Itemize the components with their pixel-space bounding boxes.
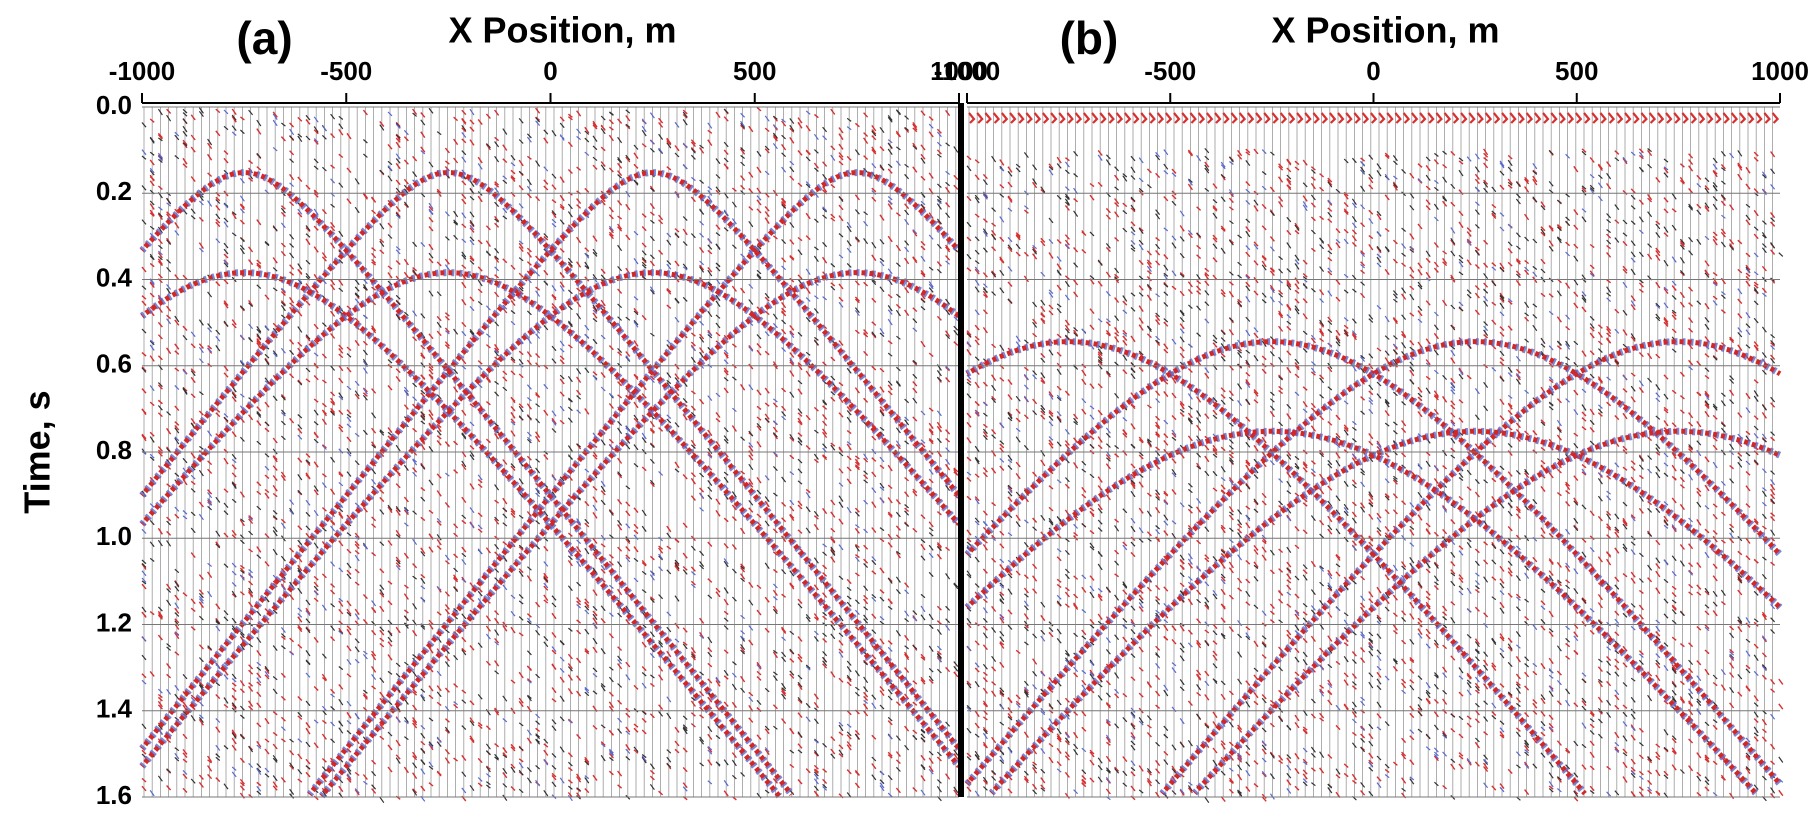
x-tick-label: 500	[733, 56, 776, 86]
x-tick-label: -1000	[934, 56, 1001, 86]
event	[1195, 431, 1780, 793]
x-tick-label: 500	[1555, 56, 1598, 86]
noise	[142, 108, 958, 802]
y-tick-label: 1.6	[96, 780, 132, 810]
event	[310, 173, 960, 795]
event	[142, 173, 959, 749]
panel-title: (b)	[1060, 12, 1119, 64]
figure: 0.0 0.2 0.4 0.6 0.8 1.0 1.2 1.4 1.6 -1000 -500 0 500…	[0, 0, 1816, 817]
noise	[967, 148, 1783, 802]
y-axis-title: Time, s	[17, 390, 58, 513]
y-tick-label: 1.0	[96, 521, 132, 551]
event	[142, 173, 792, 795]
y-tick-label: 0.4	[96, 262, 133, 292]
event	[322, 273, 959, 797]
event	[967, 342, 1585, 794]
x-tick-label: -500	[320, 56, 372, 86]
event	[142, 173, 959, 749]
x-tick-label: 0	[543, 56, 557, 86]
event	[142, 173, 792, 795]
x-axis-title: X Position, m	[448, 10, 676, 51]
event	[967, 342, 1585, 794]
panel	[967, 107, 1783, 803]
event	[322, 273, 959, 797]
surface-band	[969, 113, 1778, 123]
x-axis-title: X Position, m	[1271, 10, 1499, 51]
y-tick-label: 1.4	[96, 694, 133, 724]
noise	[142, 108, 958, 803]
event	[142, 173, 959, 749]
event	[1195, 431, 1780, 793]
event	[142, 273, 779, 797]
x-tick-label: 0	[1366, 56, 1380, 86]
noise	[967, 150, 1783, 800]
y-tick-label: 0.0	[96, 90, 132, 120]
y-tick-label: 0.6	[96, 349, 132, 379]
noise	[967, 149, 1783, 802]
event	[142, 173, 959, 749]
x-tick-label: -1000	[109, 56, 176, 86]
separator	[958, 103, 964, 797]
event	[142, 273, 779, 797]
y-tick-label: 0.2	[96, 176, 132, 206]
panel	[142, 107, 959, 803]
panel-title: (a)	[236, 12, 292, 64]
x-tick-label: 1000	[1751, 56, 1809, 86]
x-tick-label: -500	[1144, 56, 1196, 86]
y-tick-label: 1.2	[96, 607, 132, 637]
y-tick-label: 0.8	[96, 435, 132, 465]
event	[310, 173, 960, 795]
noise	[142, 109, 958, 801]
